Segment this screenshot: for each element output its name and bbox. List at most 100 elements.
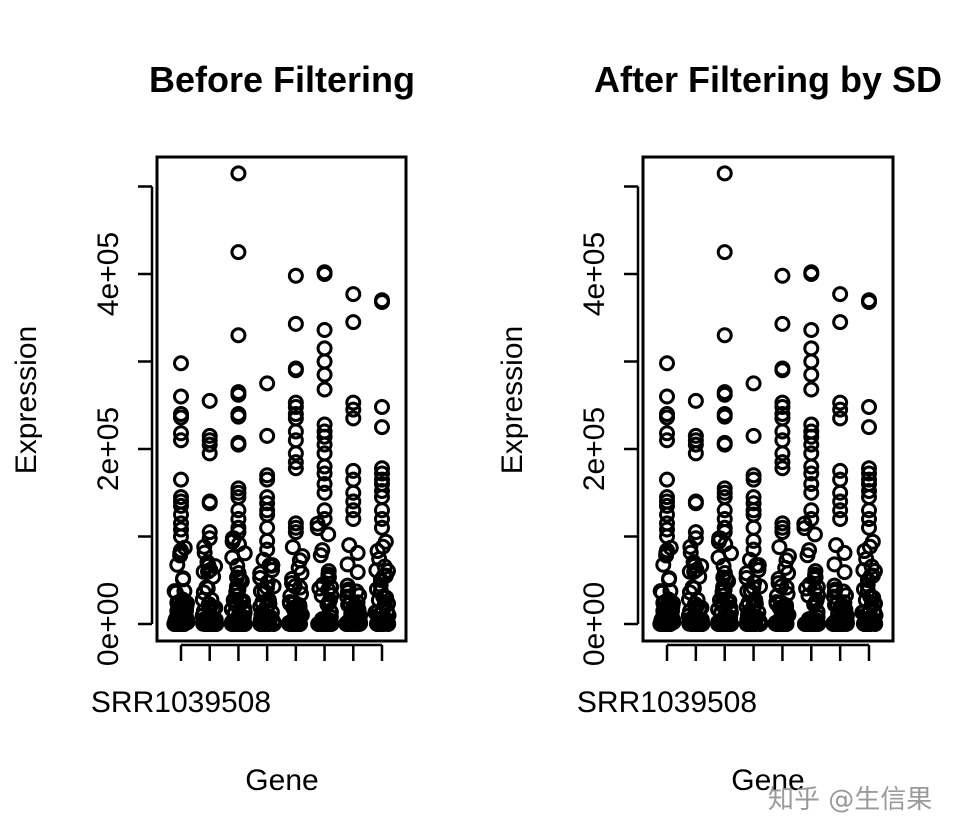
data-point xyxy=(201,392,218,409)
data-point xyxy=(259,519,276,536)
data-point xyxy=(201,524,218,541)
y-axis-label: Expression xyxy=(10,326,43,474)
data-point xyxy=(774,267,791,284)
data-point xyxy=(832,286,849,303)
data-point xyxy=(832,401,849,418)
data-point xyxy=(345,462,362,479)
data-point xyxy=(316,502,333,519)
data-point xyxy=(176,539,193,556)
data-point xyxy=(230,386,247,403)
data-point xyxy=(774,423,791,440)
data-point xyxy=(836,594,853,611)
panel-after-filtering: After Filtering by SD Gene Expression 0e… xyxy=(496,59,942,797)
data-point xyxy=(264,562,281,579)
data-point xyxy=(345,471,362,488)
data-point xyxy=(832,502,849,519)
data-point xyxy=(796,515,813,532)
data-points xyxy=(652,165,884,632)
data-point xyxy=(750,562,767,579)
data-point xyxy=(287,432,304,449)
data-point xyxy=(861,460,877,477)
data-point xyxy=(316,322,333,338)
data-point xyxy=(173,355,189,372)
data-point xyxy=(374,483,390,499)
data-point xyxy=(864,533,881,550)
data-point xyxy=(659,409,675,426)
y-tick-labels: 0e+00 2e+05 4e+05 xyxy=(92,232,125,666)
data-point xyxy=(316,465,333,482)
data-point xyxy=(236,616,253,632)
data-point xyxy=(723,616,740,632)
data-point xyxy=(286,600,303,617)
data-point xyxy=(774,524,791,541)
data-point xyxy=(173,409,189,426)
data-point xyxy=(202,561,219,578)
data-point xyxy=(806,571,823,588)
data-point xyxy=(374,294,390,310)
data-point xyxy=(231,616,248,632)
data-point xyxy=(774,445,791,462)
data-point xyxy=(803,436,820,453)
data-point xyxy=(374,460,390,477)
data-point xyxy=(745,495,762,512)
data-point xyxy=(745,532,762,549)
data-point xyxy=(201,436,218,453)
data-point xyxy=(832,511,849,527)
data-point xyxy=(863,596,880,613)
panel-before-filtering: Before Filtering Gene Expression 0e+00 2e… xyxy=(10,59,415,797)
data-point xyxy=(345,598,362,615)
data-point xyxy=(201,495,218,512)
data-point xyxy=(316,445,333,462)
data-point xyxy=(836,564,853,581)
data-point xyxy=(201,445,218,462)
data-point xyxy=(687,445,704,462)
data-point xyxy=(373,616,390,632)
data-point xyxy=(230,408,247,425)
data-point xyxy=(659,506,675,523)
data-point xyxy=(774,399,791,415)
data-point xyxy=(716,165,733,182)
data-point xyxy=(659,355,675,372)
data-point xyxy=(836,544,853,561)
data-point xyxy=(287,616,304,632)
data-point xyxy=(809,579,826,596)
data-point xyxy=(236,545,253,562)
data-point xyxy=(771,539,788,556)
data-point xyxy=(377,533,394,550)
data-point xyxy=(311,616,328,632)
data-point xyxy=(803,366,820,383)
data-point xyxy=(173,388,189,405)
y-tick-label: 2e+05 xyxy=(578,407,611,491)
data-point xyxy=(715,587,732,604)
data-point xyxy=(259,495,276,512)
data-point xyxy=(230,436,247,453)
data-point xyxy=(803,484,820,501)
data-point xyxy=(768,616,785,632)
data-point xyxy=(867,616,884,632)
watermark-text: 知乎 @生信果 xyxy=(768,785,932,815)
data-point xyxy=(659,471,675,488)
data-point xyxy=(196,538,213,555)
data-point xyxy=(837,616,854,632)
data-point xyxy=(687,495,704,512)
data-point xyxy=(773,616,790,632)
data-point xyxy=(259,471,276,488)
x-tick-label: SRR1039508 xyxy=(577,686,757,719)
y-tick-labels: 0e+00 2e+05 4e+05 xyxy=(578,232,611,666)
plot-frame xyxy=(641,155,895,643)
data-point xyxy=(374,511,390,527)
data-point xyxy=(291,552,308,569)
data-point xyxy=(293,585,310,602)
data-point xyxy=(685,554,702,571)
data-point xyxy=(716,436,733,453)
chart-title: After Filtering by SD xyxy=(594,59,942,100)
data-point xyxy=(287,267,304,284)
data-point xyxy=(835,583,852,600)
data-point xyxy=(772,600,789,617)
data-point xyxy=(287,454,304,471)
data-point xyxy=(797,616,814,632)
data-point xyxy=(859,577,876,594)
data-point xyxy=(745,375,762,392)
data-point xyxy=(259,532,276,549)
data-point xyxy=(826,556,843,573)
